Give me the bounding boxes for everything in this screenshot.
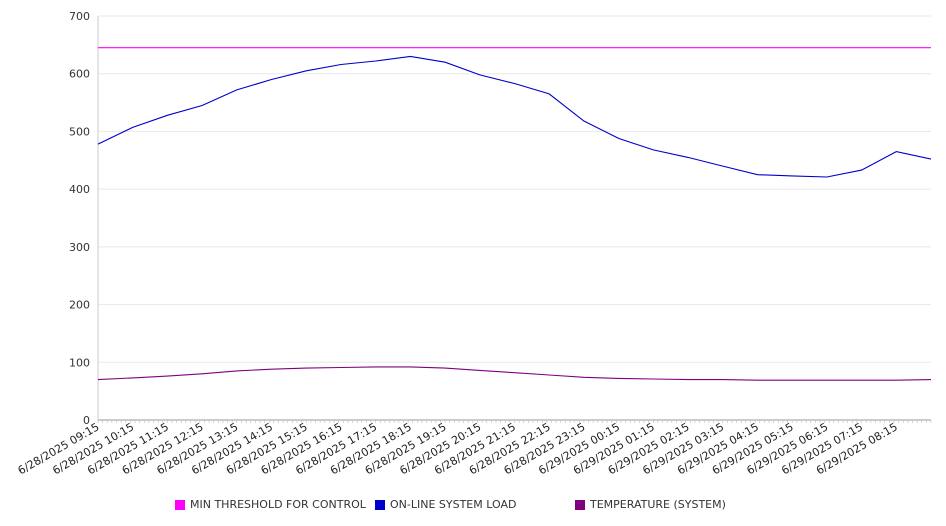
legend-item-temperature[interactable]: TEMPERATURE (SYSTEM) [575,498,726,511]
y-tick-label: 400 [69,183,90,196]
legend-swatch-temperature [575,499,585,510]
y-tick-label: 100 [69,356,90,369]
legend-label-system-load: ON-LINE SYSTEM LOAD [390,498,517,511]
axes [97,16,932,423]
series-lines [97,47,932,381]
x-axis-ticks: 6/28/2025 09:156/28/2025 10:156/28/2025 … [16,420,900,477]
grid-lines [98,15,931,363]
legend-swatch-threshold [175,499,185,510]
y-tick-label: 200 [69,299,90,312]
y-tick-label: 600 [69,68,90,81]
y-tick-label: 500 [69,125,90,138]
y-tick-label: 700 [69,10,90,23]
legend: MIN THRESHOLD FOR CONTROL ON-LINE SYSTEM… [0,498,946,514]
y-axis-ticks: 0 100 200 300 400 500 600 700 [69,10,90,427]
series-line-2 [97,366,932,381]
series-line-1 [97,55,932,178]
legend-label-temperature: TEMPERATURE (SYSTEM) [590,498,726,511]
legend-item-threshold[interactable]: MIN THRESHOLD FOR CONTROL [175,498,366,511]
y-tick-label: 300 [69,241,90,254]
legend-item-system-load[interactable]: ON-LINE SYSTEM LOAD [375,498,516,511]
legend-swatch-system-load [375,499,385,510]
y-tick-label: 0 [83,414,90,427]
legend-label-threshold: MIN THRESHOLD FOR CONTROL [190,498,366,511]
